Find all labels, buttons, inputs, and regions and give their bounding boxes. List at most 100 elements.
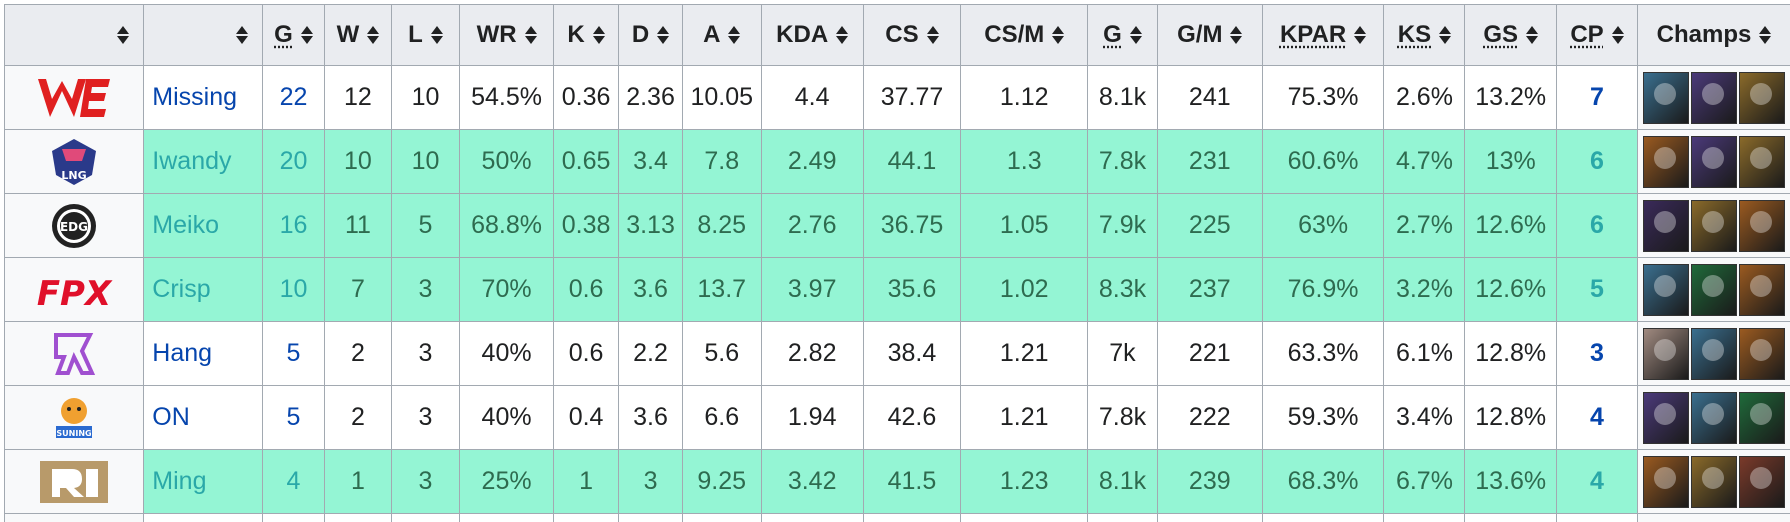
games-cell[interactable]: 4 [261, 449, 326, 514]
column-header-team[interactable] [3, 4, 145, 66]
assists-cell: 13.7 [681, 257, 762, 322]
champ-icon-5[interactable] [1643, 199, 1690, 252]
sort-icon[interactable] [367, 24, 380, 46]
gold-cell: 8.3k [1087, 257, 1158, 322]
games-cell[interactable]: 10 [261, 257, 326, 322]
champ-icon-4[interactable] [1643, 135, 1690, 188]
champ-icon-1[interactable] [1643, 71, 1690, 124]
games-cell[interactable]: 22 [261, 65, 326, 130]
suning-logo[interactable]: SUNING [34, 393, 114, 443]
champions-played-cell[interactable]: 7 [1555, 65, 1639, 130]
champ-icon-6[interactable] [1691, 263, 1738, 316]
games-cell[interactable]: 20 [261, 129, 326, 194]
gold-per-min-cell: 225 [1156, 193, 1263, 258]
rng-logo[interactable] [34, 457, 114, 507]
table-row: EDG Meiko 16 11 5 68.8% 0.38 3.13 8.25 2.76 36.75 1… [3, 193, 1790, 258]
champions-played-cell[interactable]: 4 [1555, 449, 1639, 514]
cs-cell: 37.77 [862, 65, 962, 130]
player-link[interactable]: Meiko [152, 211, 219, 239]
column-header-ks[interactable]: KS [1383, 4, 1466, 66]
sort-icon[interactable] [1439, 24, 1452, 46]
champions-played-cell[interactable]: 4 [1555, 385, 1639, 450]
player-link[interactable]: Crisp [152, 275, 211, 303]
champ-icon-3[interactable] [1691, 199, 1738, 252]
sort-icon[interactable] [1354, 24, 1367, 46]
player-link[interactable]: Iwandy [152, 147, 232, 175]
champ-icon-1[interactable] [1643, 263, 1690, 316]
champ-icon-3[interactable] [1691, 455, 1738, 508]
champ-icon-7[interactable] [1643, 327, 1690, 380]
champ-icon-3[interactable] [1739, 135, 1786, 188]
column-header-w[interactable]: W [324, 4, 392, 66]
column-header-g-m[interactable]: G/M [1156, 4, 1263, 66]
column-header-cs[interactable]: CS [862, 4, 962, 66]
column-header-g[interactable]: G [261, 4, 326, 66]
we-logo[interactable] [34, 73, 114, 123]
column-header-champs[interactable]: Champs [1637, 4, 1790, 66]
games-cell[interactable]: 16 [261, 193, 326, 258]
kill-participation-cell: 60.6% [1261, 129, 1385, 194]
column-header-cp[interactable]: CP [1555, 4, 1639, 66]
column-header-player[interactable] [143, 4, 263, 66]
champ-icon-4[interactable] [1739, 263, 1786, 316]
gold-per-min-cell: 237 [1156, 257, 1263, 322]
sort-icon[interactable] [1230, 24, 1243, 46]
sort-icon[interactable] [1611, 24, 1624, 46]
assists-cell: 5.6 [681, 321, 762, 386]
losses-cell: 5 [390, 193, 461, 258]
column-header-gs[interactable]: GS [1464, 4, 1557, 66]
champ-icon-1[interactable] [1691, 327, 1738, 380]
fpx-logo[interactable]: FPX [34, 265, 114, 315]
sort-icon[interactable] [592, 24, 605, 46]
column-header-a[interactable]: A [681, 4, 762, 66]
champ-icon-8[interactable] [1739, 455, 1786, 508]
column-header-kda[interactable]: KDA [760, 4, 864, 66]
sort-icon[interactable] [117, 24, 130, 46]
sort-icon[interactable] [926, 24, 939, 46]
sort-icon[interactable] [728, 24, 741, 46]
champ-icon-4[interactable] [1739, 327, 1786, 380]
column-header-k[interactable]: K [552, 4, 620, 66]
champ-icon-4[interactable] [1643, 455, 1690, 508]
column-header-l[interactable]: L [390, 4, 461, 66]
champ-icon-3[interactable] [1739, 71, 1786, 124]
champions-played-cell[interactable]: 6 [1555, 129, 1639, 194]
lng-logo[interactable]: LNG [34, 137, 114, 187]
column-header-cs-m[interactable]: CS/M [960, 4, 1089, 66]
sort-icon[interactable] [300, 24, 313, 46]
edg-logo[interactable]: EDG [34, 201, 114, 251]
champions-played-cell[interactable]: 6 [1555, 193, 1639, 258]
sort-icon[interactable] [1526, 24, 1539, 46]
games-cell[interactable]: 5 [261, 321, 326, 386]
champions-played-cell[interactable]: 3 [1555, 321, 1639, 386]
column-header-d[interactable]: D [618, 4, 683, 66]
player-link[interactable]: ON [152, 403, 190, 431]
sort-icon[interactable] [1759, 24, 1772, 46]
player-link[interactable]: Missing [152, 83, 238, 111]
player-link[interactable]: Hang [152, 339, 213, 367]
kills-cell: 0.36 [552, 65, 620, 130]
champ-icon-2[interactable] [1643, 391, 1690, 444]
sort-icon[interactable] [1129, 24, 1142, 46]
column-header-wr[interactable]: WR [459, 4, 554, 66]
sort-icon[interactable] [430, 24, 443, 46]
column-header-label: CS/M [984, 21, 1045, 49]
rng-purple-logo[interactable] [34, 329, 114, 379]
champ-icon-2[interactable] [1691, 71, 1738, 124]
champions-played-cell[interactable]: 5 [1555, 257, 1639, 322]
champ-icon-1[interactable] [1691, 391, 1738, 444]
champ-icon-4[interactable] [1739, 199, 1786, 252]
sort-icon[interactable] [235, 24, 248, 46]
column-header-g-gold[interactable]: G [1087, 4, 1158, 66]
deaths-cell: 3.6 [618, 385, 683, 450]
column-header-kpar[interactable]: KPAR [1261, 4, 1385, 66]
player-link[interactable]: Ming [152, 467, 207, 495]
games-cell[interactable]: 5 [261, 385, 326, 450]
sort-icon[interactable] [836, 24, 849, 46]
sort-icon[interactable] [1052, 24, 1065, 46]
champ-icon-2[interactable] [1691, 135, 1738, 188]
table-row: LNG Iwandy 20 10 10 50% 0.65 3.4 7.8 2.49 44.1 1.3 7… [3, 129, 1790, 194]
champ-icon-6[interactable] [1739, 391, 1786, 444]
sort-icon[interactable] [657, 24, 670, 46]
sort-icon[interactable] [524, 24, 537, 46]
